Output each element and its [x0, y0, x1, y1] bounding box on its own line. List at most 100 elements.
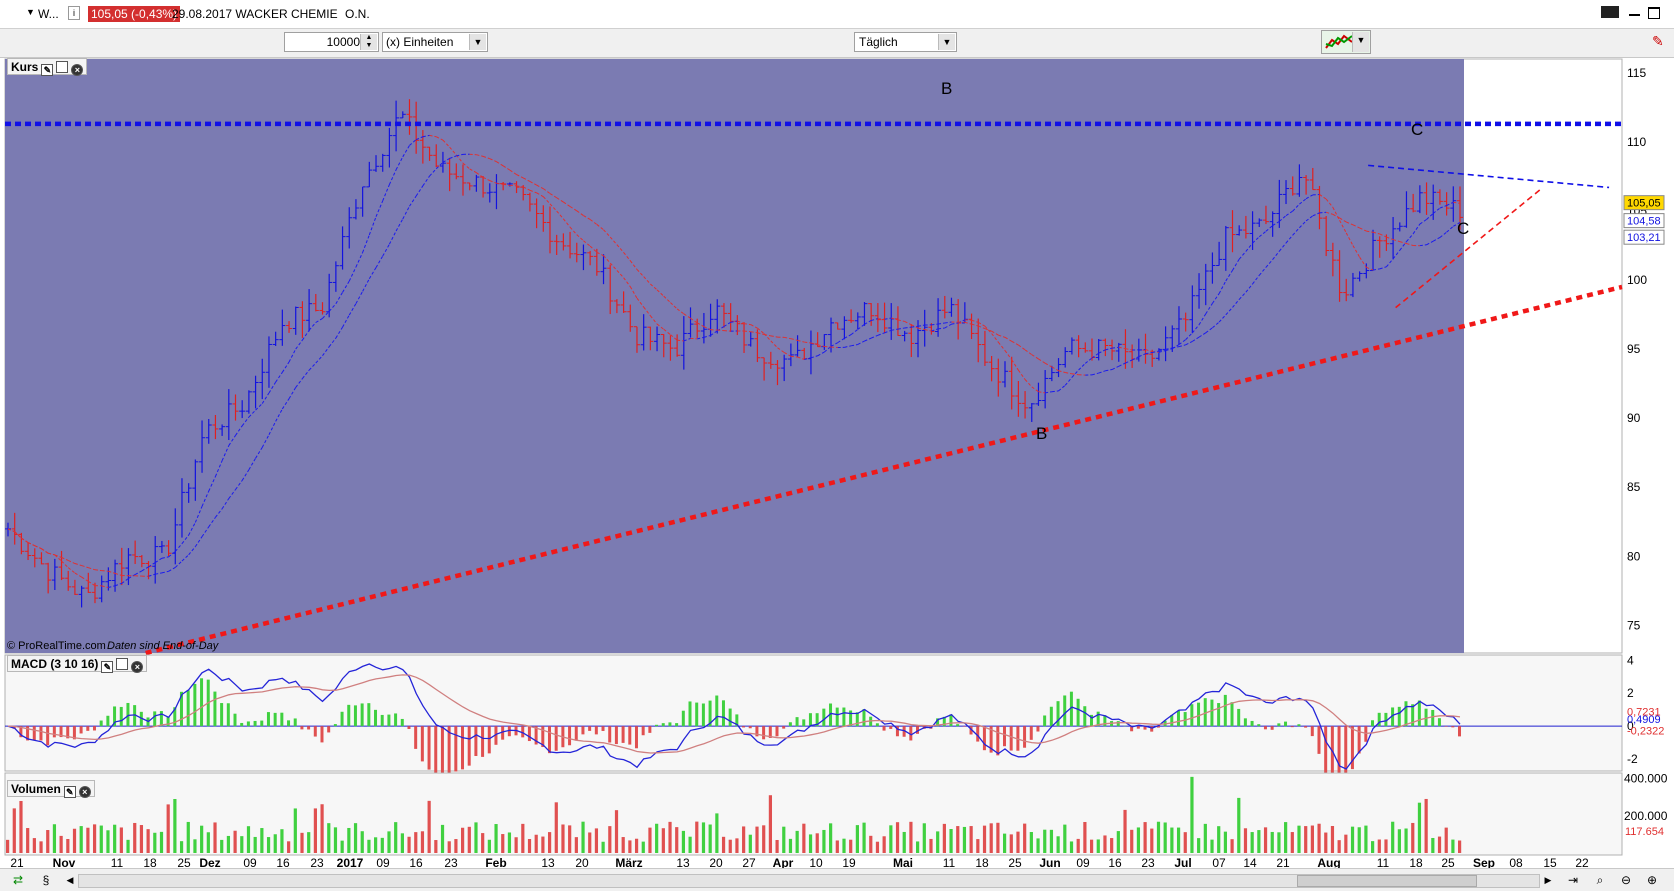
volume-bar — [889, 825, 892, 853]
volume-bar — [1030, 832, 1033, 853]
window-icon[interactable] — [116, 658, 128, 670]
volume-bar — [1324, 833, 1327, 853]
zoom-out-icon[interactable]: ⊖ — [1618, 872, 1634, 888]
volume-bar — [1351, 827, 1354, 853]
volume-bar — [13, 808, 16, 853]
volume-tick-label: 400.000 — [1624, 772, 1668, 786]
date-tick-label: 23 — [1141, 856, 1155, 868]
volume-bar — [1150, 829, 1153, 853]
macd-histogram-bar — [33, 726, 36, 740]
macd-histogram-bar — [528, 726, 531, 741]
date-tick-label: 18 — [1409, 856, 1423, 868]
macd-histogram-bar — [949, 714, 952, 726]
macd-histogram-bar — [615, 726, 618, 744]
chart-type-button[interactable]: ▼ — [1321, 30, 1371, 54]
scroll-end-icon[interactable]: ⇥ — [1565, 872, 1581, 888]
close-icon[interactable]: × — [79, 786, 91, 798]
volume-bar — [1137, 827, 1140, 853]
volume-bar — [521, 824, 524, 853]
zoom-in-icon[interactable]: ⊕ — [1644, 872, 1660, 888]
macd-histogram-bar — [1291, 726, 1294, 727]
macd-histogram-bar — [86, 726, 89, 731]
date-tick-label: 09 — [376, 856, 390, 868]
date-tick-label: 21 — [10, 856, 24, 868]
macd-histogram-bar — [421, 726, 424, 761]
macd-histogram-bar — [983, 726, 986, 750]
volume-bar — [6, 840, 9, 853]
volume-bar — [387, 831, 390, 853]
volume-bar — [528, 839, 531, 853]
chevron-down-icon[interactable]: ▼ — [1352, 32, 1369, 52]
macd-histogram-bar — [715, 696, 718, 727]
macd-histogram-bar — [1190, 704, 1193, 726]
volume-bar — [1117, 831, 1120, 853]
scroll-right-button[interactable]: ▶ — [1540, 872, 1556, 888]
volume-bar — [60, 836, 63, 853]
interval-select[interactable]: Täglich ▼ — [854, 32, 957, 52]
symbol-label[interactable]: W... — [38, 7, 59, 21]
volume-bar — [1378, 840, 1381, 853]
wrench-icon[interactable]: ✎ — [64, 786, 76, 798]
volume-bar — [1157, 822, 1160, 853]
volume-bar — [461, 828, 464, 853]
macd-histogram-bar — [394, 713, 397, 726]
wrench-icon[interactable]: ✎ — [41, 64, 53, 76]
units-select[interactable]: (x) Einheiten ▼ — [382, 32, 488, 52]
macd-histogram-bar — [227, 703, 230, 726]
annotation-c-top: C — [1411, 120, 1423, 139]
volume-bar — [615, 810, 618, 853]
volume-bar — [193, 839, 196, 853]
volume-bar — [628, 840, 631, 853]
volume-bar — [1197, 838, 1200, 853]
link-icon[interactable]: § — [38, 872, 54, 888]
info-icon[interactable]: i — [68, 6, 80, 20]
close-icon[interactable]: × — [71, 64, 83, 76]
close-icon[interactable]: × — [131, 661, 143, 673]
chart-area[interactable]: 1151101051009590858075105,05104,58103,21… — [0, 57, 1674, 868]
volume-bar — [300, 833, 303, 853]
menu-arrow-icon[interactable]: ▼ — [26, 7, 35, 17]
date-tick-label: 2017 — [337, 856, 364, 868]
maximize-icon[interactable] — [1648, 7, 1660, 19]
macd-tick-label: 4 — [1627, 653, 1634, 667]
macd-histogram-bar — [1137, 726, 1140, 728]
volume-bar — [655, 824, 658, 853]
quantity-stepper[interactable]: ▲▼ — [360, 34, 377, 50]
chevron-down-icon[interactable]: ▼ — [469, 34, 486, 50]
chevron-down-icon[interactable]: ▼ — [938, 34, 955, 50]
volume-bar — [1257, 830, 1260, 853]
volume-bar — [1425, 799, 1428, 853]
scroll-left-button[interactable]: ◀ — [62, 872, 78, 888]
volume-bar — [100, 826, 103, 853]
horizontal-scrollbar[interactable] — [78, 874, 1540, 888]
macd-histogram-bar — [862, 709, 865, 726]
macd-histogram-bar — [488, 726, 491, 753]
minimize-icon[interactable] — [1629, 14, 1640, 16]
macd-histogram-bar — [1036, 726, 1039, 731]
macd-histogram-bar — [387, 715, 390, 727]
macd-hist-tag: -0,2322 — [1627, 725, 1664, 737]
zoom-fit-icon[interactable]: ⌕ — [1592, 872, 1608, 888]
keyboard-icon[interactable] — [1601, 6, 1619, 18]
macd-histogram-bar — [1404, 701, 1407, 726]
quantity-input[interactable]: 10000 ▲▼ — [284, 32, 379, 52]
macd-histogram-bar — [635, 726, 638, 748]
volume-bar — [1411, 823, 1414, 853]
volume-bar — [334, 827, 337, 853]
window-icon[interactable] — [56, 61, 68, 73]
draw-tool-icon[interactable]: ✎ — [1652, 33, 1670, 53]
auto-scale-icon[interactable]: ⇄ — [10, 872, 26, 888]
volume-bar — [407, 837, 410, 853]
date-tick-label: 13 — [541, 856, 555, 868]
wrench-icon[interactable]: ✎ — [101, 661, 113, 673]
volume-bar — [869, 836, 872, 853]
macd-histogram-bar — [193, 684, 196, 726]
macd-histogram-bar — [200, 678, 203, 726]
volume-bar — [1237, 798, 1240, 853]
macd-histogram-bar — [1324, 726, 1327, 774]
scrollbar-thumb[interactable] — [1297, 875, 1477, 887]
volume-bar — [468, 827, 471, 853]
bottom-bar: ⇄ § ◀ ▶ ⇥ ⌕ ⊖ ⊕ — [0, 868, 1674, 891]
volume-bar — [896, 822, 899, 853]
volume-bar — [381, 838, 384, 853]
